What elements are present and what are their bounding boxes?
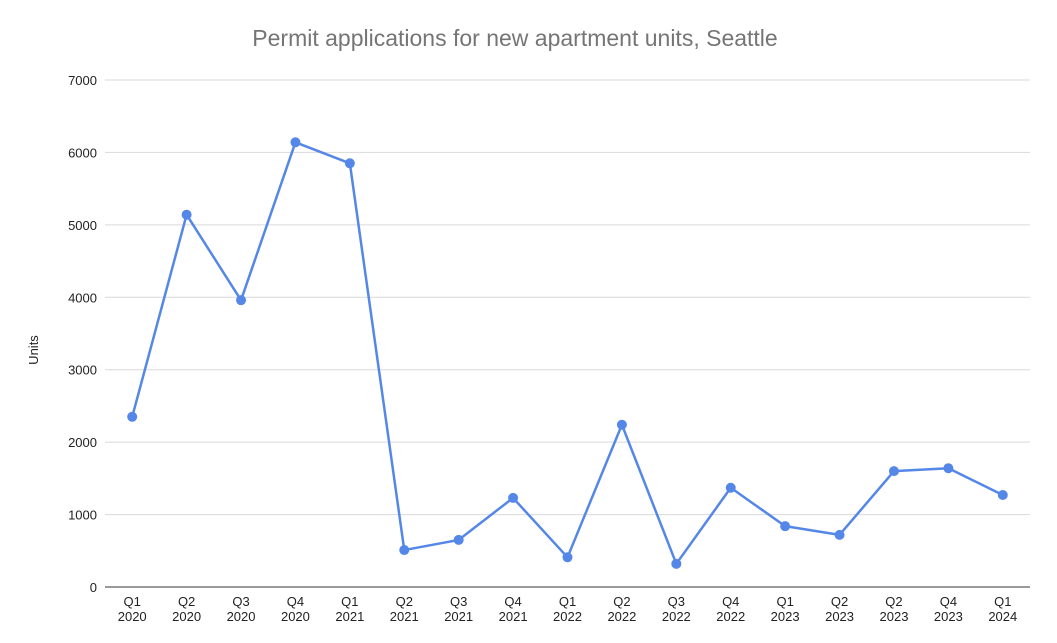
y-tick-label: 6000 bbox=[68, 145, 97, 160]
chart-title: Permit applications for new apartment un… bbox=[252, 25, 777, 51]
x-tick-label-line: Q3 bbox=[450, 594, 467, 609]
x-tick-label-line: 2021 bbox=[444, 609, 473, 624]
x-tick-label-line: 2022 bbox=[553, 609, 582, 624]
y-tick-label: 2000 bbox=[68, 435, 97, 450]
x-tick-label-line: Q1 bbox=[776, 594, 793, 609]
x-tick-label-line: Q1 bbox=[559, 594, 576, 609]
x-tick-label: Q4 2021 bbox=[499, 594, 528, 624]
x-tick-label: Q3 2022 bbox=[662, 594, 691, 624]
x-tick-label: Q4 2022 bbox=[716, 594, 745, 624]
x-tick-label-line: 2020 bbox=[227, 609, 256, 624]
x-tick-label-line: Q1 bbox=[994, 594, 1011, 609]
y-tick-label: 7000 bbox=[68, 73, 97, 88]
x-tick-label: Q1 2020 bbox=[118, 594, 147, 624]
data-point bbox=[508, 492, 519, 503]
x-tick-label-line: Q3 bbox=[668, 594, 685, 609]
x-tick-label-line: Q1 bbox=[341, 594, 358, 609]
x-tick-label-line: 2022 bbox=[716, 609, 745, 624]
data-point bbox=[943, 463, 954, 474]
x-tick-label-line: Q2 bbox=[178, 594, 195, 609]
x-tick-label: Q1 2023 bbox=[771, 594, 800, 624]
x-tick-label-line: 2023 bbox=[880, 609, 909, 624]
data-point bbox=[725, 482, 736, 493]
data-point bbox=[399, 545, 410, 556]
x-tick-label-line: 2024 bbox=[988, 609, 1017, 624]
y-tick-label: 0 bbox=[90, 580, 97, 595]
x-tick-label-line: Q2 bbox=[885, 594, 902, 609]
x-tick-label-line: Q4 bbox=[940, 594, 957, 609]
x-tick-label-line: 2021 bbox=[499, 609, 528, 624]
data-point bbox=[181, 209, 192, 220]
x-tick-label-line: 2020 bbox=[281, 609, 310, 624]
line-series bbox=[130, 141, 1004, 566]
x-tick-label: Q1 2021 bbox=[335, 594, 364, 624]
x-tick-label: Q3 2021 bbox=[444, 594, 473, 624]
x-tick-label-line: Q3 bbox=[232, 594, 249, 609]
x-tick-label: Q2 2023 bbox=[880, 594, 909, 624]
x-tick-label-line: 2023 bbox=[771, 609, 800, 624]
x-tick-label-line: 2020 bbox=[172, 609, 201, 624]
y-tick-label: 4000 bbox=[68, 290, 97, 305]
x-tick-label-line: Q4 bbox=[504, 594, 521, 609]
x-tick-label: Q2 2020 bbox=[172, 594, 201, 624]
x-tick-label-line: 2022 bbox=[607, 609, 636, 624]
x-tick-label-line: Q4 bbox=[287, 594, 304, 609]
x-tick-label: Q1 2024 bbox=[988, 594, 1017, 624]
data-point bbox=[616, 419, 627, 430]
x-tick-label: Q4 2020 bbox=[281, 594, 310, 624]
x-tick-label-line: 2021 bbox=[335, 609, 364, 624]
x-tick-label: Q4 2023 bbox=[934, 594, 963, 624]
data-point bbox=[834, 529, 845, 540]
x-tick-label: Q3 2020 bbox=[227, 594, 256, 624]
x-tick-label-line: Q2 bbox=[396, 594, 413, 609]
x-tick-label-line: Q4 bbox=[722, 594, 739, 609]
data-point bbox=[236, 295, 247, 306]
data-point bbox=[997, 490, 1008, 501]
data-point bbox=[888, 466, 899, 477]
y-tick-label: 1000 bbox=[68, 508, 97, 523]
x-tick-label: Q1 2022 bbox=[553, 594, 582, 624]
y-axis-label: Units bbox=[26, 335, 41, 365]
x-tick-label-line: 2022 bbox=[662, 609, 691, 624]
data-point bbox=[780, 521, 791, 532]
data-point bbox=[127, 411, 138, 422]
data-point bbox=[290, 137, 301, 148]
x-tick-label: Q2 2022 bbox=[607, 594, 636, 624]
x-tick-label-line: 2021 bbox=[390, 609, 419, 624]
x-tick-label-line: 2023 bbox=[825, 609, 854, 624]
y-tick-label: 5000 bbox=[68, 218, 97, 233]
data-point bbox=[344, 158, 355, 169]
x-tick-label-line: Q2 bbox=[831, 594, 848, 609]
y-tick-label: 3000 bbox=[68, 363, 97, 378]
x-tick-label-line: Q1 bbox=[124, 594, 141, 609]
x-tick-label: Q2 2021 bbox=[390, 594, 419, 624]
x-tick-label: Q2 2023 bbox=[825, 594, 854, 624]
data-point bbox=[562, 552, 573, 563]
x-tick-label-line: Q2 bbox=[613, 594, 630, 609]
x-tick-label-line: 2020 bbox=[118, 609, 147, 624]
data-point bbox=[453, 534, 464, 545]
data-point bbox=[671, 558, 682, 569]
x-tick-label-line: 2023 bbox=[934, 609, 963, 624]
